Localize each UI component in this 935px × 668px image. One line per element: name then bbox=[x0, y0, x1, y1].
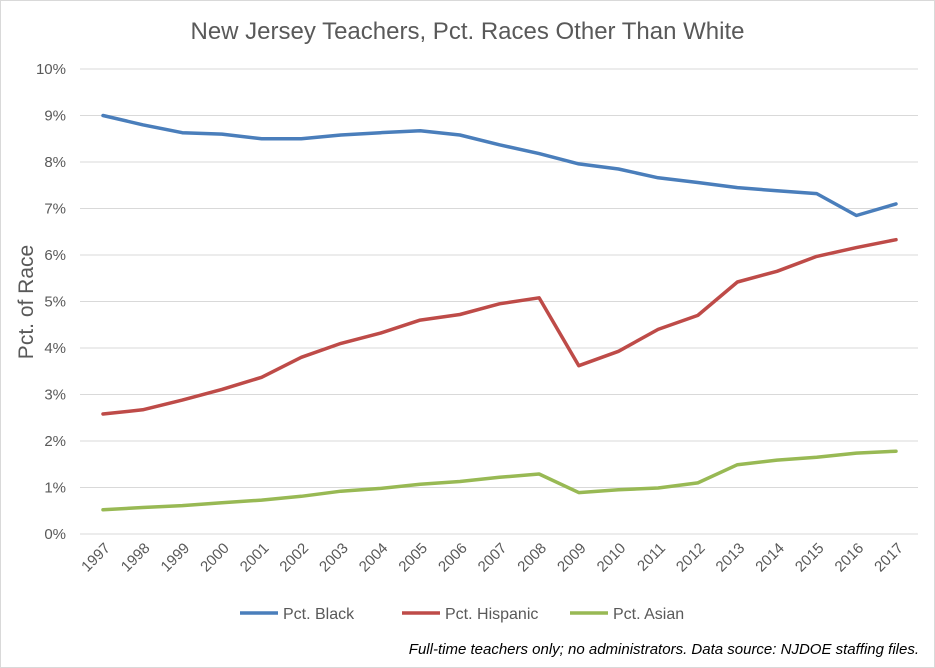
x-tick-label: 2006 bbox=[435, 540, 471, 576]
series-lines bbox=[101, 113, 898, 512]
legend: Pct. Black Pct. Hispanic Pct. Asian bbox=[240, 606, 684, 623]
x-tick-label: 1998 bbox=[118, 540, 154, 576]
series-line-pct-asian bbox=[101, 449, 898, 512]
x-tick-label: 2001 bbox=[237, 540, 273, 576]
y-tick-label: 5% bbox=[44, 294, 66, 311]
legend-label: Pct. Asian bbox=[613, 606, 684, 623]
x-tick-label: 2002 bbox=[276, 540, 312, 576]
x-axis-ticks: 1997 1998 1999 2000 2001 2002 2003 2004 2005 2006… bbox=[78, 540, 907, 576]
legend-label: Pct. Black bbox=[283, 606, 355, 623]
series-line-pct-hispanic bbox=[101, 237, 898, 416]
x-tick-label: 1999 bbox=[158, 540, 194, 576]
chart-title: New Jersey Teachers, Pct. Races Other Th… bbox=[190, 18, 745, 45]
x-tick-label: 2010 bbox=[594, 540, 630, 576]
y-tick-label: 7% bbox=[44, 201, 66, 218]
x-tick-label: 2008 bbox=[514, 540, 550, 576]
x-tick-label: 2015 bbox=[792, 540, 828, 576]
x-tick-label: 2000 bbox=[197, 540, 233, 576]
x-tick-label: 2009 bbox=[554, 540, 590, 576]
x-tick-label: 2011 bbox=[634, 540, 669, 575]
y-tick-label: 4% bbox=[44, 340, 66, 357]
series-line-pct-black bbox=[101, 113, 898, 218]
y-tick-label: 9% bbox=[44, 108, 66, 125]
y-axis-title: Pct. of Race bbox=[15, 245, 38, 359]
y-axis-ticks: 0% 1% 2% 3% 4% 5% 6% 7% 8% 9% 10% bbox=[36, 61, 66, 543]
x-tick-label: 2007 bbox=[475, 540, 511, 576]
x-tick-label: 2016 bbox=[832, 540, 868, 576]
x-tick-label: 2013 bbox=[713, 540, 749, 576]
legend-label: Pct. Hispanic bbox=[445, 606, 538, 623]
y-tick-label: 10% bbox=[36, 61, 66, 78]
x-tick-label: 2017 bbox=[871, 540, 907, 576]
y-tick-label: 1% bbox=[44, 480, 66, 497]
source-note: Full-time teachers only; no administrato… bbox=[408, 641, 919, 658]
x-tick-label: 2003 bbox=[316, 540, 352, 576]
x-tick-label: 2005 bbox=[395, 540, 431, 576]
y-tick-label: 2% bbox=[44, 433, 66, 450]
y-tick-label: 0% bbox=[44, 526, 66, 543]
y-tick-label: 8% bbox=[44, 154, 66, 171]
gridlines bbox=[80, 68, 918, 535]
x-tick-label: 2004 bbox=[356, 540, 392, 576]
x-tick-label: 2014 bbox=[752, 540, 788, 576]
y-tick-label: 6% bbox=[44, 247, 66, 264]
x-tick-label: 2012 bbox=[673, 540, 709, 576]
x-tick-label: 1997 bbox=[78, 540, 114, 576]
y-tick-label: 3% bbox=[44, 387, 66, 404]
